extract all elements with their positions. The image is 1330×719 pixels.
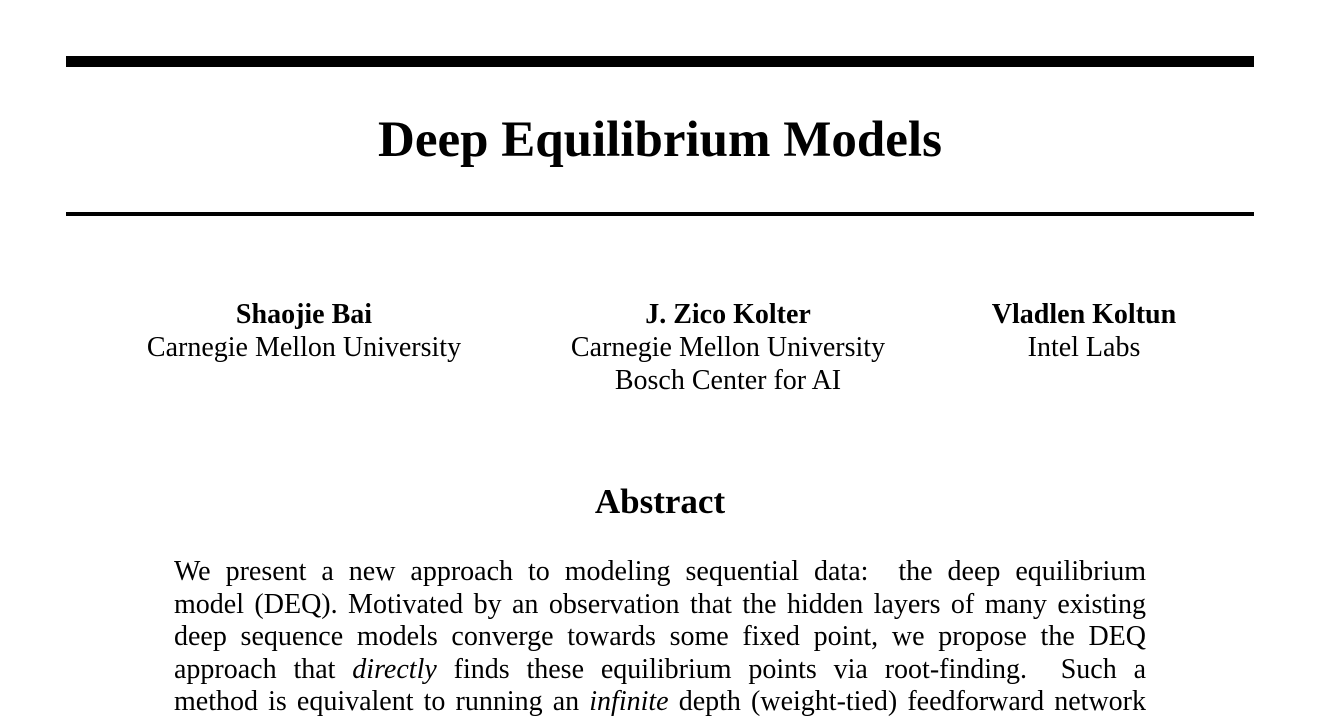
author-affiliation: Carnegie Mellon University <box>570 332 886 363</box>
abstract-line: approach that directly finds these equil… <box>174 654 1146 687</box>
paper-title: Deep Equilibrium Models <box>378 112 942 168</box>
abstract-line: method is equivalent to running an infin… <box>174 686 1146 719</box>
author-block: Shaojie Bai Carnegie Mellon University <box>104 298 504 364</box>
author-affiliation: Carnegie Mellon University <box>146 332 462 363</box>
abstract-emphasis: directly <box>352 653 437 685</box>
abstract-text: depth (weight-tied) feedforward network <box>668 686 1146 718</box>
abstract-text: finds these equilibrium points via root-… <box>436 653 1146 685</box>
author-name: J. Zico Kolter <box>645 299 811 330</box>
abstract-text: model (DEQ). Motivated by an observation… <box>174 588 1146 620</box>
abstract-text: approach that <box>174 653 353 685</box>
abstract-text: method is equivalent to running an <box>174 686 590 718</box>
author-block: J. Zico Kolter Carnegie Mellon Universit… <box>528 298 928 397</box>
abstract-body: We present a new approach to modeling se… <box>174 556 1146 719</box>
author-name: Shaojie Bai <box>235 299 373 330</box>
abstract-heading: Abstract <box>594 482 726 521</box>
author-affiliation: Intel Labs <box>1027 332 1141 363</box>
abstract-line: model (DEQ). Motivated by an observation… <box>174 589 1146 622</box>
author-affiliation: Bosch Center for AI <box>614 365 842 396</box>
abstract-text: deep sequence models converge towards so… <box>174 621 1146 653</box>
title-top-rule <box>66 56 1254 67</box>
author-block: Vladlen Koltun Intel Labs <box>934 298 1234 364</box>
abstract-line: deep sequence models converge towards so… <box>174 621 1146 654</box>
author-name: Vladlen Koltun <box>991 299 1177 330</box>
abstract-text: We present a new approach to modeling se… <box>174 556 1146 587</box>
abstract-line: We present a new approach to modeling se… <box>174 556 1146 589</box>
abstract-emphasis: infinite <box>589 686 669 718</box>
title-bottom-rule <box>66 212 1254 216</box>
